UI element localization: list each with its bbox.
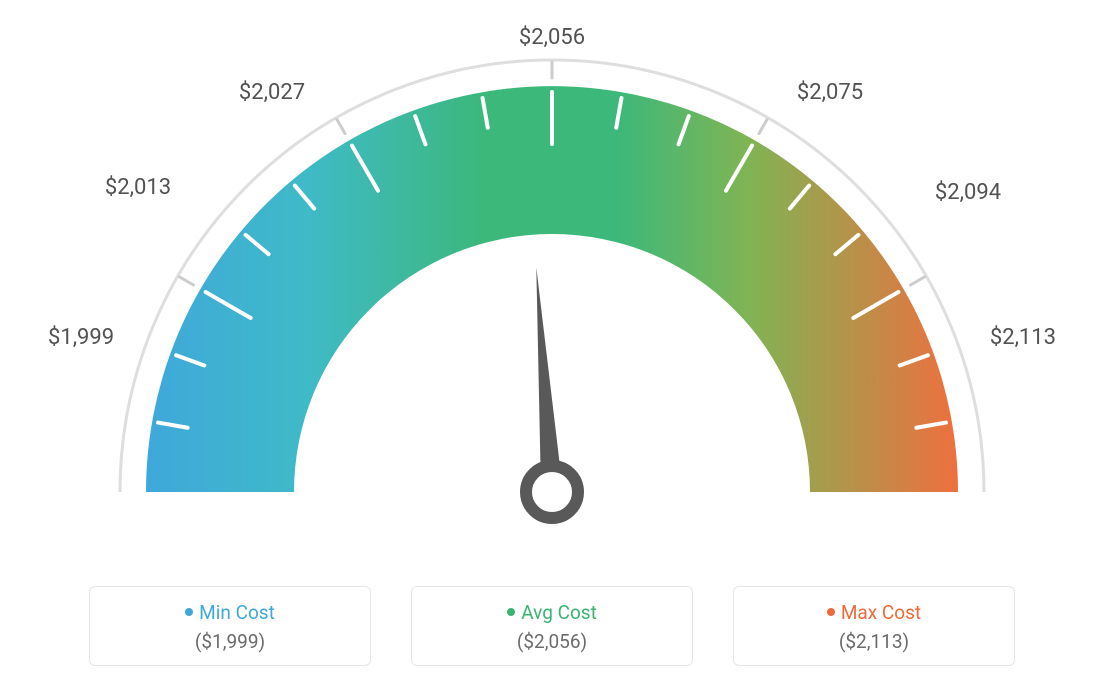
legend-card-max: Max Cost ($2,113): [733, 586, 1015, 666]
legend-card-min: Min Cost ($1,999): [89, 586, 371, 666]
gauge-tick-label: $2,113: [990, 325, 1056, 350]
legend-value-min: ($1,999): [90, 630, 370, 653]
legend-dot-icon: [827, 608, 835, 616]
legend-value-avg: ($2,056): [412, 630, 692, 653]
gauge-tick-label: $1,999: [48, 325, 114, 350]
legend-card-avg: Avg Cost ($2,056): [411, 586, 693, 666]
legend-dot-icon: [507, 608, 515, 616]
gauge-tick-label: $2,056: [519, 25, 585, 50]
legend-title-text: Min Cost: [199, 601, 275, 624]
legend-title-text: Max Cost: [841, 601, 921, 624]
gauge-svg: [0, 0, 1104, 560]
gauge-tick-label: $2,013: [105, 175, 171, 200]
gauge-tick-label: $2,075: [797, 80, 863, 105]
cost-gauge-chart: $1,999 $2,013 $2,027 $2,056 $2,075 $2,094 $2,1…: [0, 0, 1104, 690]
legend-title-text: Avg Cost: [521, 601, 597, 624]
legend-row: Min Cost ($1,999) Avg Cost ($2,056) Max Cost…: [0, 586, 1104, 666]
legend-value-max: ($2,113): [734, 630, 1014, 653]
legend-title-min: Min Cost: [90, 601, 370, 624]
legend-dot-icon: [185, 608, 193, 616]
legend-title-avg: Avg Cost: [412, 601, 692, 624]
gauge-tick-label: $2,094: [935, 180, 1001, 205]
gauge-area: $1,999 $2,013 $2,027 $2,056 $2,075 $2,094 $2,1…: [0, 0, 1104, 560]
gauge-tick-label: $2,027: [239, 80, 305, 105]
legend-title-max: Max Cost: [734, 601, 1014, 624]
